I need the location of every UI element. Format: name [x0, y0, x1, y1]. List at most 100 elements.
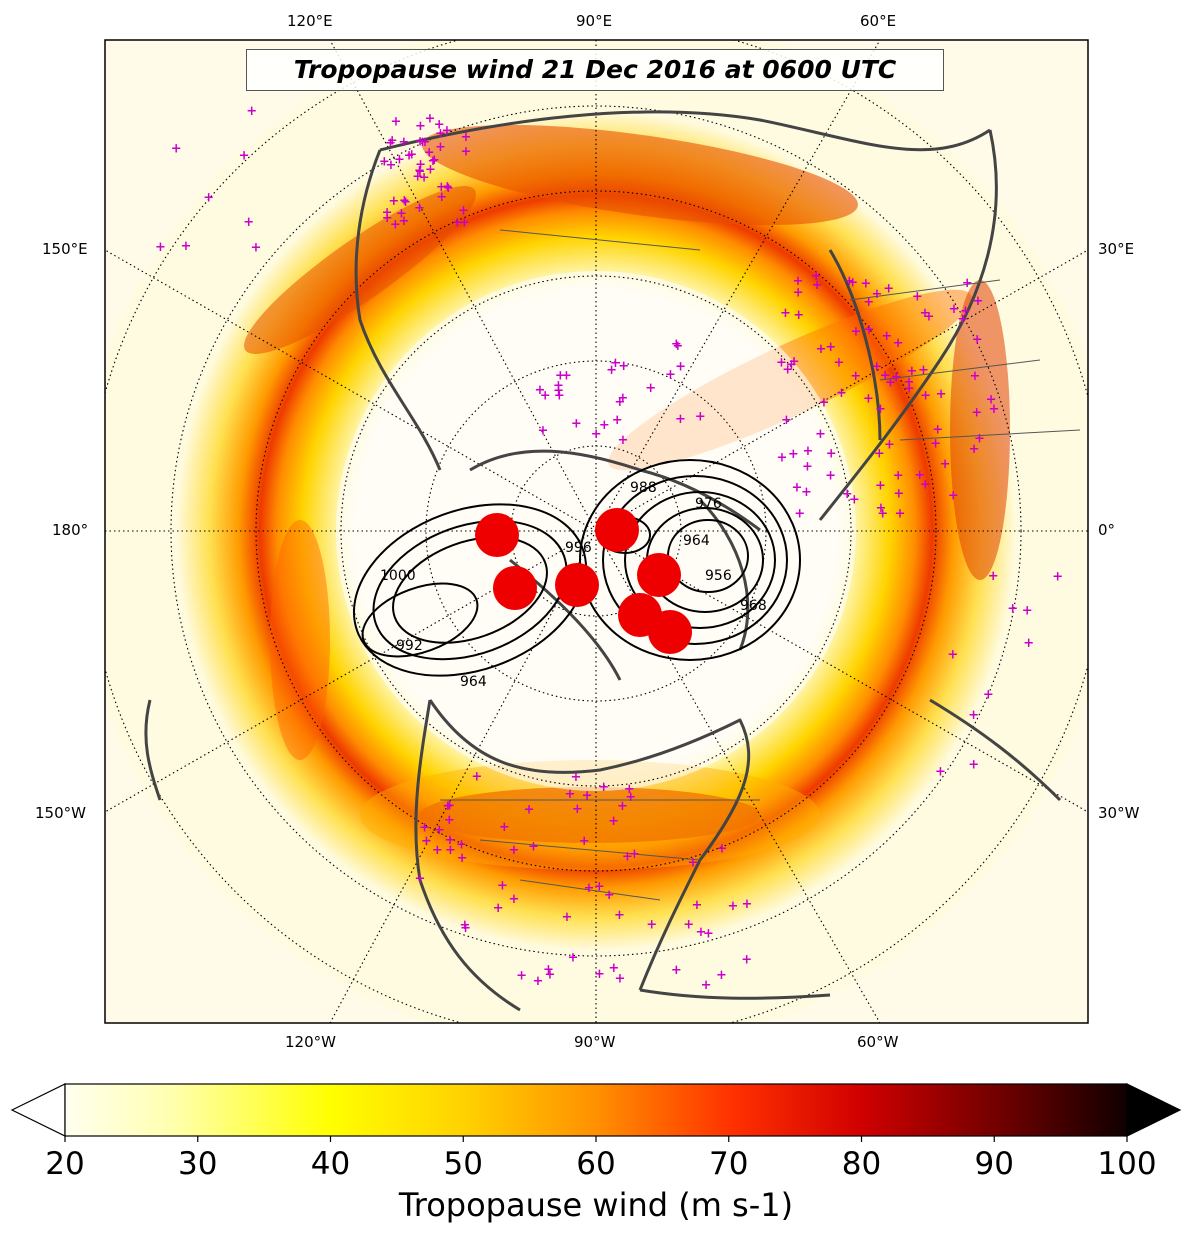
station-marker: +: [444, 799, 455, 814]
low-center-marker: [595, 508, 639, 552]
station-marker: +: [874, 446, 885, 461]
station-marker: +: [988, 569, 999, 584]
station-marker: +: [461, 145, 472, 160]
low-center-marker: [475, 513, 519, 557]
station-marker: +: [417, 135, 428, 150]
station-marker: +: [701, 978, 712, 993]
station-marker: +: [962, 276, 973, 291]
station-marker: +: [617, 433, 628, 448]
station-marker: +: [883, 282, 894, 297]
station-marker: +: [419, 821, 430, 836]
station-marker: +: [826, 447, 837, 462]
station-marker: +: [793, 285, 804, 300]
colorbar: [10, 1083, 1182, 1142]
contour-label: 968: [740, 598, 767, 614]
station-marker: +: [618, 359, 629, 374]
station-marker: +: [849, 492, 860, 507]
station-marker: +: [671, 963, 682, 978]
station-marker: +: [893, 336, 904, 351]
low-center-markers: [475, 508, 692, 654]
station-marker: +: [973, 294, 984, 309]
station-marker: +: [742, 897, 753, 912]
jet-streak-north-america: [420, 787, 760, 843]
station-marker: +: [811, 269, 822, 284]
station-marker: +: [665, 367, 676, 382]
station-marker: +: [591, 427, 602, 442]
station-marker: +: [608, 814, 619, 829]
station-marker: +: [885, 376, 896, 391]
contour-label: 988: [630, 480, 657, 496]
station-marker: +: [727, 899, 738, 914]
station-marker: +: [535, 383, 546, 398]
station-marker: +: [646, 918, 657, 933]
station-marker: +: [415, 157, 426, 172]
station-marker: +: [906, 364, 917, 379]
colorbar-tick-label: 60: [576, 1146, 616, 1182]
station-marker: +: [459, 918, 470, 933]
station-marker: +: [1052, 570, 1063, 585]
station-marker: +: [461, 130, 472, 145]
station-marker: +: [816, 342, 827, 357]
station-marker: +: [612, 413, 623, 428]
station-marker: +: [850, 369, 861, 384]
lon-label-right-3: 30°W: [1098, 804, 1140, 822]
station-marker: +: [399, 193, 410, 208]
station-marker: +: [239, 148, 250, 163]
map-title: Tropopause wind 21 Dec 2016 at 0600 UTC: [246, 49, 944, 91]
station-marker: +: [394, 152, 405, 167]
station-marker: +: [598, 780, 609, 795]
station-marker: +: [842, 487, 853, 502]
station-marker: +: [396, 206, 407, 221]
lon-label-right-1: 30°E: [1098, 240, 1135, 258]
low-center-marker: [637, 553, 681, 597]
station-marker: +: [894, 507, 905, 522]
station-marker: +: [864, 323, 875, 338]
station-marker: +: [385, 158, 396, 173]
colorbar-bar: [64, 1083, 1128, 1137]
station-marker: +: [414, 201, 425, 216]
station-marker: +: [960, 304, 971, 319]
colorbar-tick-label: 20: [45, 1146, 85, 1182]
station-marker: +: [847, 276, 858, 291]
station-marker: +: [860, 277, 871, 292]
station-marker: +: [604, 888, 615, 903]
station-marker: +: [434, 117, 445, 132]
station-marker: +: [444, 813, 455, 828]
colorbar-extend-max: [1126, 1083, 1182, 1137]
station-marker: +: [555, 368, 566, 383]
station-marker: +: [524, 803, 535, 818]
station-marker: +: [385, 136, 396, 151]
station-marker: +: [893, 468, 904, 483]
station-marker: +: [435, 140, 446, 155]
station-marker: +: [695, 410, 706, 425]
station-marker: +: [741, 953, 752, 968]
station-marker: +: [617, 799, 628, 814]
station-marker: +: [881, 329, 892, 344]
station-marker: +: [983, 688, 994, 703]
colorbar-tick-label: 30: [178, 1146, 218, 1182]
station-marker: +: [969, 369, 980, 384]
colorbar-tick-label: 100: [1097, 1146, 1157, 1182]
station-marker: +: [819, 396, 830, 411]
station-marker: +: [155, 240, 166, 255]
station-marker: +: [553, 379, 564, 394]
low-center-marker: [648, 610, 692, 654]
map-frame: [104, 39, 1089, 1024]
station-marker: +: [243, 215, 254, 230]
station-marker: +: [608, 961, 619, 976]
station-marker: +: [850, 325, 861, 340]
station-marker: +: [568, 950, 579, 965]
contour-label: 976: [695, 496, 722, 512]
station-marker: +: [553, 383, 564, 398]
lon-label-left-2: 180°: [52, 521, 89, 539]
station-marker: +: [419, 171, 430, 186]
station-marker: +: [471, 770, 482, 785]
station-marker: +: [452, 216, 463, 231]
station-marker: +: [421, 834, 432, 849]
station-marker: +: [948, 302, 959, 317]
station-marker: +: [645, 381, 656, 396]
station-marker: +: [606, 363, 617, 378]
station-marker: +: [415, 871, 426, 886]
station-marker: +: [599, 418, 610, 433]
station-marker: +: [863, 391, 874, 406]
